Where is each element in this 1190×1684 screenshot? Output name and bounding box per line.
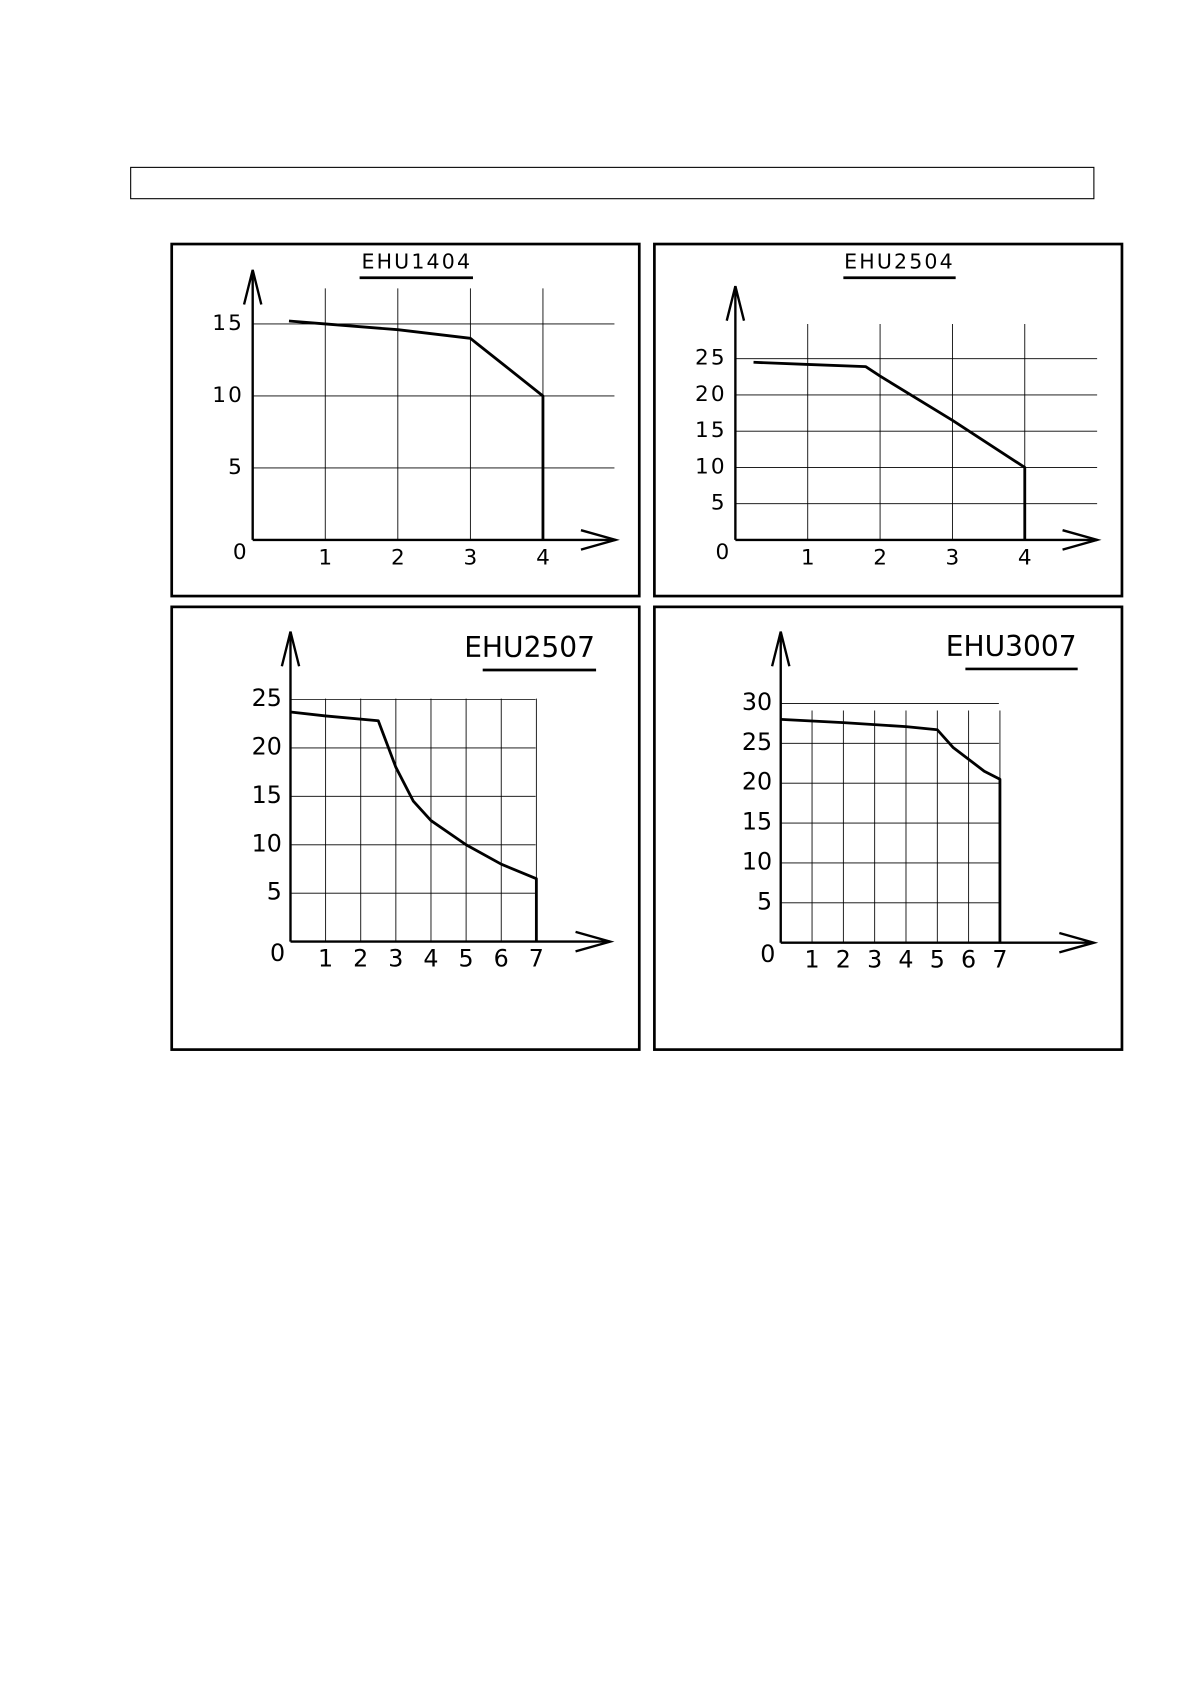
panel-frame <box>653 242 1124 598</box>
y-tick-label: 5 <box>267 878 282 906</box>
panel-frame <box>170 242 641 598</box>
y-arrow <box>242 269 263 305</box>
y-tick-label: 25 <box>742 728 772 756</box>
panel-frame <box>170 605 641 1051</box>
y-tick-label: 25 <box>695 346 727 371</box>
x-tick-label: 4 <box>1018 545 1032 570</box>
chart-title: EHU1404 <box>361 249 472 273</box>
y-tick-label: 10 <box>742 847 772 875</box>
x-tick-label: 1 <box>318 944 333 972</box>
x-tick-label: 4 <box>536 545 550 570</box>
x-tick-label: 0 <box>716 540 730 565</box>
x-tick-label: 1 <box>804 946 819 974</box>
y-tick-label: 25 <box>252 684 282 712</box>
x-tick-label: 5 <box>459 944 474 972</box>
x-tick-label: 3 <box>388 944 403 972</box>
y-tick-label: 10 <box>252 829 282 857</box>
x-tick-label: 5 <box>930 946 945 974</box>
y-tick-label: 30 <box>742 688 772 716</box>
y-arrow <box>770 631 791 667</box>
y-tick-label: 5 <box>228 455 244 480</box>
x-tick-label: 2 <box>836 946 851 974</box>
x-arrow <box>575 930 615 953</box>
x-tick-label: 7 <box>529 944 544 972</box>
chart-title: EHU2507 <box>464 631 595 664</box>
y-tick-label: 15 <box>212 311 244 336</box>
x-arrow <box>580 529 620 551</box>
x-tick-label: 3 <box>867 946 882 974</box>
x-tick-label: 6 <box>961 946 976 974</box>
x-tick-label: 2 <box>391 545 405 570</box>
y-tick-label: 20 <box>695 382 727 407</box>
header-box <box>130 166 1095 200</box>
x-tick-label: 0 <box>233 540 247 565</box>
x-tick-label: 4 <box>423 944 438 972</box>
data-line <box>753 360 1027 540</box>
y-tick-label: 15 <box>742 808 772 836</box>
x-tick-label: 0 <box>270 939 285 967</box>
y-tick-label: 5 <box>711 491 727 516</box>
data-line <box>288 319 545 540</box>
panel-frame <box>653 605 1124 1051</box>
y-tick-label: 10 <box>695 454 727 479</box>
x-tick-label: 2 <box>353 944 368 972</box>
x-arrow <box>1062 529 1102 551</box>
x-tick-label: 4 <box>898 946 913 974</box>
x-tick-label: 1 <box>801 545 815 570</box>
x-tick-label: 6 <box>494 944 509 972</box>
y-tick-label: 10 <box>212 383 244 408</box>
data-line <box>290 710 538 942</box>
y-tick-label: 15 <box>252 781 282 809</box>
x-tick-label: 3 <box>464 545 478 570</box>
x-tick-label: 0 <box>760 940 775 968</box>
x-tick-label: 7 <box>992 946 1007 974</box>
chart-title: EHU3007 <box>946 630 1077 663</box>
x-tick-label: 1 <box>318 545 332 570</box>
y-tick-label: 15 <box>695 418 727 443</box>
x-arrow <box>1059 931 1099 954</box>
y-tick-label: 20 <box>252 732 282 760</box>
y-tick-label: 5 <box>757 887 772 915</box>
y-arrow <box>280 631 301 667</box>
y-tick-label: 20 <box>742 768 772 796</box>
x-tick-label: 3 <box>946 545 960 570</box>
chart-title: EHU2504 <box>844 249 955 273</box>
data-line <box>780 717 1002 943</box>
y-arrow <box>725 285 746 321</box>
x-tick-label: 2 <box>873 545 887 570</box>
